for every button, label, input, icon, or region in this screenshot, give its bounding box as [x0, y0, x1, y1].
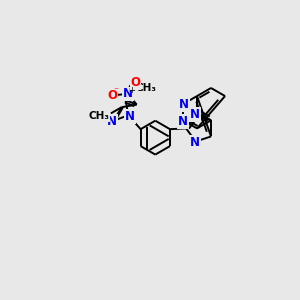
Text: N: N [107, 115, 117, 128]
Text: N: N [179, 98, 189, 111]
Text: CH₃: CH₃ [88, 111, 109, 121]
Text: N: N [123, 87, 133, 101]
Text: +: + [128, 85, 135, 94]
Text: N: N [190, 108, 200, 121]
Text: O: O [130, 76, 140, 89]
Text: N: N [125, 110, 135, 123]
Text: N: N [190, 136, 200, 149]
Text: CH₃: CH₃ [135, 82, 156, 93]
Text: N: N [178, 115, 188, 128]
Text: O: O [107, 88, 117, 101]
Text: ⁻: ⁻ [114, 86, 119, 96]
